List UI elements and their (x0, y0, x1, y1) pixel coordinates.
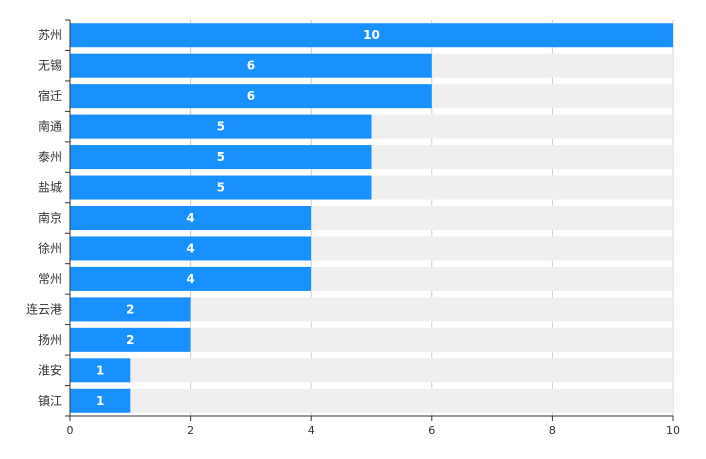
data-label: 6 (247, 89, 255, 103)
bar[interactable] (70, 388, 131, 413)
category-label: 南京 (38, 210, 62, 225)
data-label: 4 (186, 272, 194, 286)
data-label: 1 (96, 363, 104, 377)
bars (70, 23, 673, 413)
data-label: 4 (186, 241, 194, 255)
bar[interactable] (70, 266, 312, 291)
bar[interactable] (70, 358, 131, 383)
category-label: 无锡 (38, 58, 62, 73)
bar[interactable] (70, 114, 372, 139)
data-label: 5 (217, 150, 225, 164)
bar[interactable] (70, 236, 312, 261)
category-label: 盐城 (38, 181, 62, 195)
x-tick-label: 0 (67, 424, 74, 437)
x-tick-label: 4 (308, 424, 315, 437)
axes (65, 19, 674, 421)
data-label: 2 (126, 333, 134, 347)
x-tick-label: 10 (666, 424, 680, 437)
x-tick-label: 6 (428, 424, 435, 437)
category-label: 泰州 (38, 150, 62, 164)
bar[interactable] (70, 23, 673, 48)
data-label: 6 (247, 59, 255, 73)
data-label: 10 (363, 28, 380, 42)
data-label: 4 (186, 211, 194, 225)
category-label: 连云港 (26, 301, 62, 316)
data-label: 2 (126, 302, 134, 316)
bar[interactable] (70, 297, 191, 322)
bar[interactable] (70, 175, 372, 200)
bar[interactable] (70, 84, 432, 109)
category-label: 南通 (38, 119, 62, 134)
category-label: 苏州 (38, 28, 62, 42)
bar[interactable] (70, 53, 432, 78)
data-label: 1 (96, 394, 104, 408)
category-label: 淮安 (38, 362, 62, 377)
bar[interactable] (70, 206, 312, 230)
background-bar (70, 358, 673, 383)
x-tick-label: 8 (549, 424, 556, 437)
bar[interactable] (70, 327, 191, 352)
category-label: 徐州 (38, 240, 62, 255)
data-label: 5 (217, 120, 225, 134)
data-label: 5 (217, 181, 225, 195)
category-label: 常州 (38, 272, 62, 286)
category-label: 镇江 (38, 394, 62, 408)
category-label: 宿迁 (38, 88, 62, 103)
bar[interactable] (70, 145, 372, 170)
category-label: 扬州 (38, 332, 62, 347)
labels: 10 6 6 5 5 5 4 4 4 2 2 1 1 苏州无锡宿迁南通泰州盐城南京徐州常州连云港扬州淮安镇… (26, 28, 680, 437)
x-tick-label: 2 (187, 424, 194, 437)
background-bar (70, 388, 673, 413)
